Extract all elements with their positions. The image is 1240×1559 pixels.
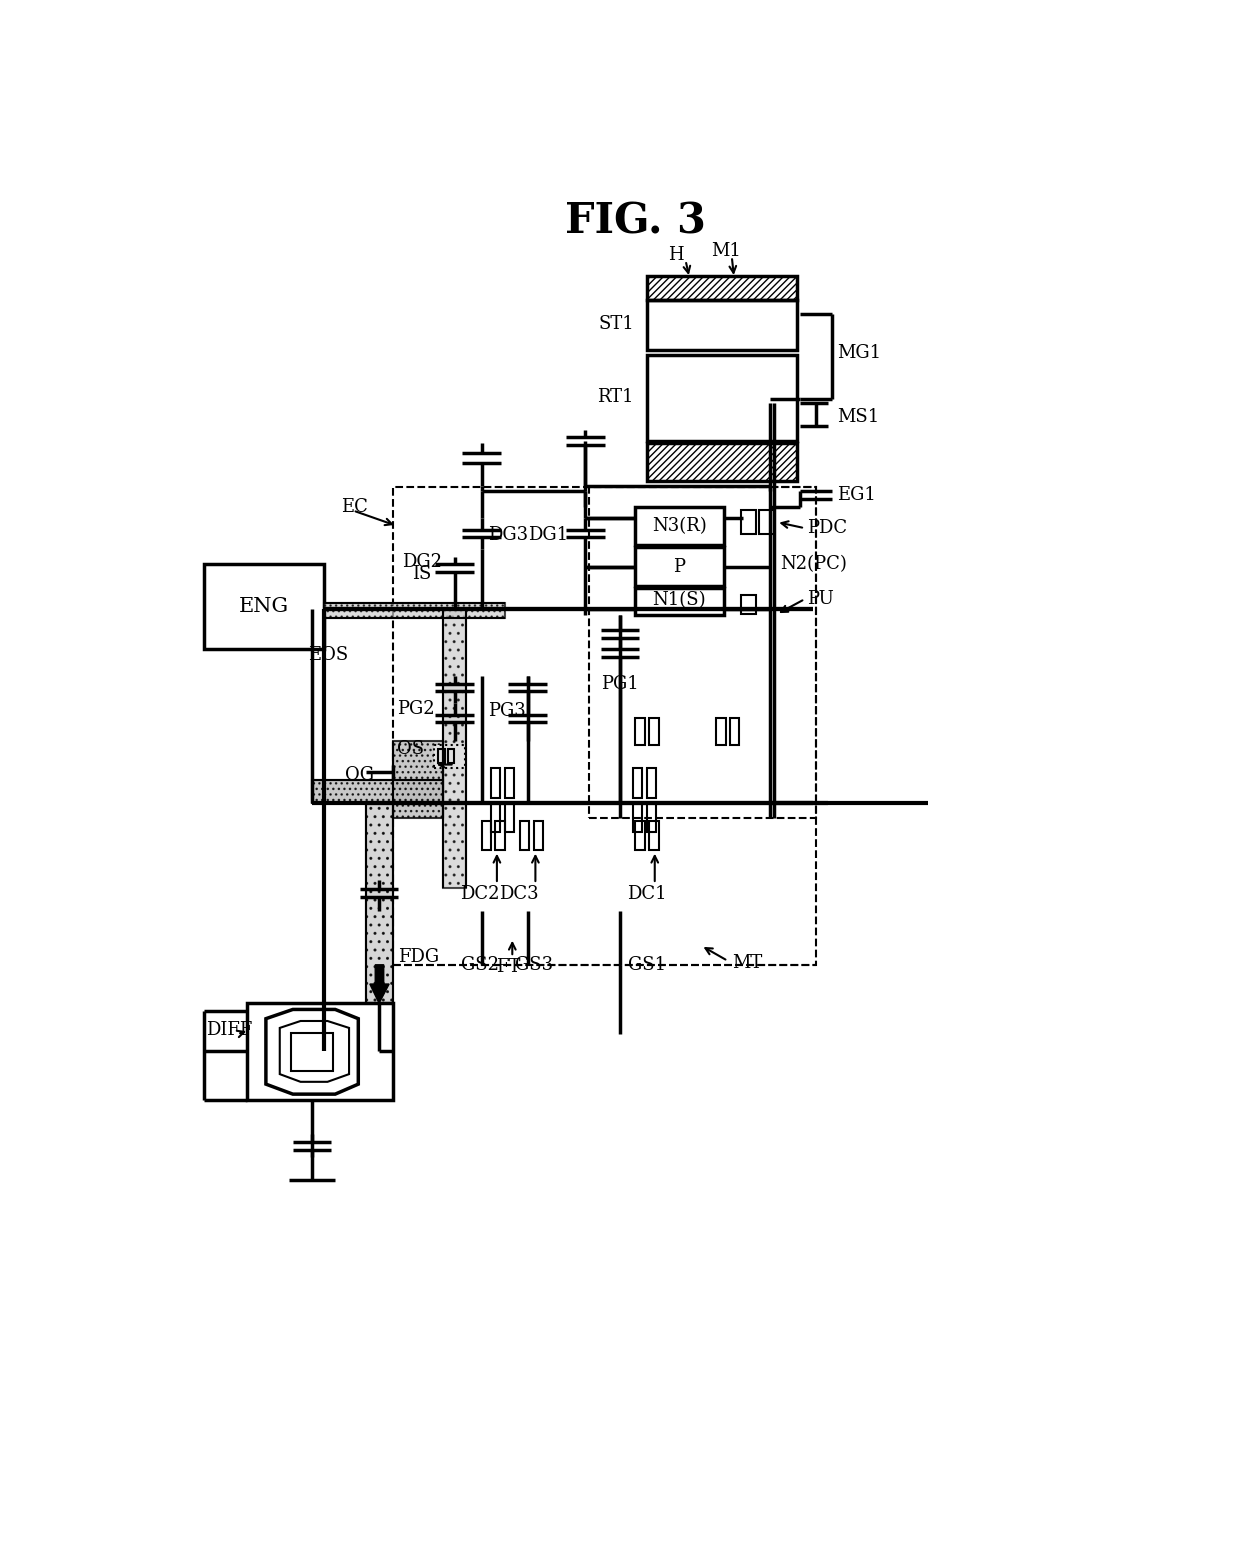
Text: N1(S): N1(S) — [652, 591, 707, 610]
Text: IS: IS — [412, 564, 432, 583]
Text: GS1: GS1 — [627, 956, 666, 974]
Bar — [635, 507, 724, 546]
Text: DG3: DG3 — [487, 525, 528, 544]
Bar — [366, 803, 393, 1004]
Bar — [434, 745, 465, 769]
Text: M1: M1 — [712, 242, 742, 260]
Bar — [491, 769, 500, 798]
Text: PU: PU — [807, 589, 835, 608]
Bar — [247, 1004, 393, 1099]
Text: DC2: DC2 — [460, 886, 500, 903]
Bar — [324, 603, 505, 619]
Text: PDC: PDC — [807, 519, 847, 538]
Bar — [635, 719, 645, 745]
Bar — [730, 719, 739, 745]
Bar — [634, 803, 642, 833]
Bar — [647, 443, 797, 482]
Bar — [439, 750, 445, 762]
Text: GS3: GS3 — [515, 956, 553, 974]
Bar — [491, 803, 500, 833]
Text: DG2: DG2 — [402, 553, 443, 571]
Text: DC3: DC3 — [498, 886, 538, 903]
Text: DC1: DC1 — [627, 886, 667, 903]
Bar — [505, 769, 513, 798]
Text: OG: OG — [345, 765, 374, 784]
Bar — [635, 588, 724, 616]
Text: MG1: MG1 — [837, 343, 882, 362]
Text: MT: MT — [732, 954, 763, 973]
Text: OS: OS — [397, 741, 424, 758]
Bar — [290, 1032, 332, 1071]
Text: DIFF: DIFF — [206, 1021, 252, 1040]
Text: EG1: EG1 — [837, 486, 877, 504]
Bar — [647, 301, 797, 351]
Text: FT: FT — [496, 959, 521, 976]
Text: N2(PC): N2(PC) — [780, 555, 847, 574]
Bar — [742, 596, 756, 614]
Text: GS2: GS2 — [461, 956, 498, 974]
Bar — [717, 719, 725, 745]
Bar — [443, 610, 466, 887]
Bar — [393, 488, 816, 965]
Bar — [495, 820, 505, 850]
Bar — [634, 769, 642, 798]
Bar — [647, 355, 797, 441]
Bar — [205, 564, 324, 649]
Bar — [647, 276, 797, 301]
Text: FDG: FDG — [398, 948, 439, 967]
Bar — [647, 769, 656, 798]
Text: ST1: ST1 — [598, 315, 634, 334]
Bar — [742, 510, 756, 533]
Bar — [635, 820, 645, 850]
Text: MS1: MS1 — [837, 407, 879, 426]
Text: H: H — [668, 246, 684, 263]
Text: RT1: RT1 — [598, 388, 634, 405]
Bar — [650, 820, 658, 850]
Bar — [312, 780, 443, 803]
Bar — [635, 547, 724, 586]
Text: PG2: PG2 — [397, 700, 434, 719]
Bar — [393, 742, 443, 818]
Bar — [520, 820, 529, 850]
Bar — [448, 750, 454, 762]
Text: EOS: EOS — [309, 647, 348, 664]
Bar — [589, 488, 816, 818]
Bar — [505, 803, 513, 833]
Text: P: P — [673, 558, 686, 575]
Text: N3(R): N3(R) — [652, 518, 707, 535]
Text: FIG. 3: FIG. 3 — [565, 201, 706, 243]
Text: EC: EC — [341, 497, 368, 516]
Text: DG1: DG1 — [527, 525, 568, 544]
Bar — [647, 803, 656, 833]
Text: PG3: PG3 — [487, 702, 526, 720]
Polygon shape — [370, 965, 389, 1004]
Bar — [481, 820, 491, 850]
Bar — [534, 820, 543, 850]
Bar — [759, 510, 774, 533]
Text: ENG: ENG — [238, 597, 289, 616]
Text: PG1: PG1 — [601, 675, 639, 692]
Bar — [650, 719, 658, 745]
